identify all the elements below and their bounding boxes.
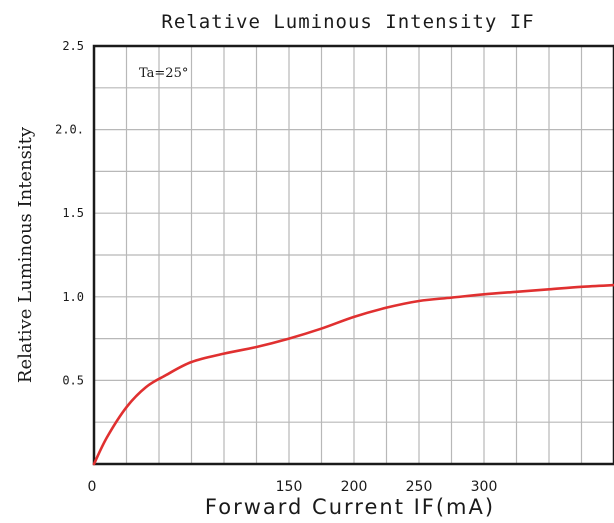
x-axis-label: Forward Current IF(mA) [205, 495, 495, 519]
y-tick-label: 2.5 [62, 39, 84, 53]
y-tick-label: 1.5 [62, 206, 84, 220]
x-tick-label: 200 [341, 479, 368, 495]
y-tick-label: 0.5 [62, 373, 84, 387]
y-axis-label: Relative Luminous Intensity [15, 126, 36, 383]
x-tick-label: 150 [276, 479, 303, 495]
x-tick-label: 250 [406, 479, 433, 495]
x-tick-labels: 0 150 200 250 300 [88, 479, 498, 495]
x-tick-label: 0 [88, 479, 97, 495]
y-tick-labels: 0.5 1.0 1.5 2.0. 2.5 [55, 39, 84, 387]
y-tick-label: 1.0 [62, 290, 84, 304]
y-tick-label: 2.0. [55, 123, 84, 137]
temperature-annotation: Ta=25° [139, 66, 188, 81]
x-tick-label: 300 [471, 479, 498, 495]
plot-area-frame [92, 44, 614, 466]
series-layer [92, 283, 614, 466]
grid [94, 46, 614, 464]
series-line [92, 283, 614, 466]
chart-title: Relative Luminous Intensity IF [161, 11, 534, 33]
